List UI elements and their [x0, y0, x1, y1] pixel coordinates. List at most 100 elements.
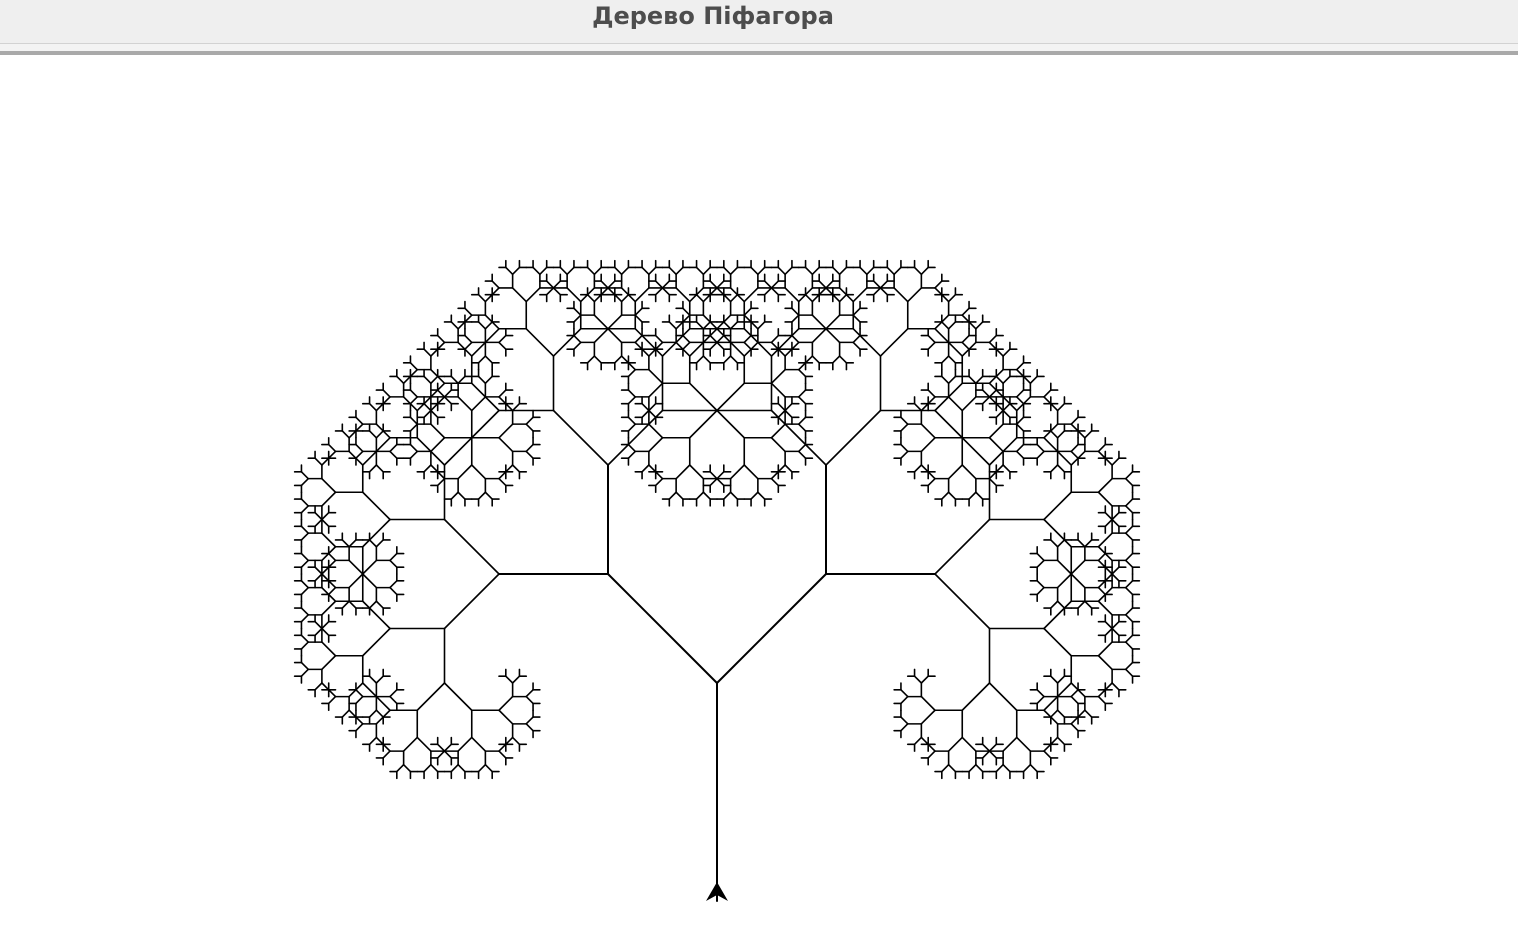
tree-branch [430, 464, 439, 473]
tree-branch [620, 293, 630, 303]
tree-branch [1050, 736, 1059, 746]
tree-branch [1050, 430, 1059, 439]
tree-branch [1043, 709, 1059, 725]
tree-branch [1043, 600, 1073, 630]
tree-branch [716, 341, 725, 351]
tree-branch [389, 695, 398, 705]
tree-branch [934, 327, 950, 344]
tree-branch [559, 266, 568, 276]
tree-branch [573, 341, 582, 350]
tree-branch [1111, 457, 1120, 466]
tree-branch [484, 763, 493, 773]
tree-branch [872, 280, 882, 289]
tree-branch [961, 334, 970, 344]
tree-branch [832, 293, 841, 303]
tree-branch [341, 539, 350, 548]
tree-branch [1097, 689, 1107, 698]
tree-branch [1015, 368, 1025, 378]
tree-branch [1111, 682, 1120, 691]
tree-branch [361, 491, 391, 521]
tree-branch [961, 736, 977, 752]
tree-branch [920, 675, 929, 684]
tree-branch [1111, 620, 1120, 630]
tree-branch [682, 334, 691, 344]
tree-branch [920, 266, 929, 276]
tree-branch [1124, 661, 1134, 671]
tree-branch [389, 443, 398, 453]
tree-branch [675, 491, 684, 500]
tree-branch [525, 689, 534, 698]
tree-branch [464, 307, 473, 316]
tree-branch [525, 416, 534, 425]
tree-branch [586, 266, 596, 276]
tree-branch [620, 287, 637, 303]
tree-branch [695, 355, 705, 364]
tree-branch [988, 743, 998, 752]
tree-branch [348, 682, 364, 698]
tree-branch [654, 280, 664, 289]
tree-branch [818, 280, 827, 289]
tree-branch [314, 620, 323, 630]
tree-branch [355, 695, 364, 705]
tree-branch [825, 409, 882, 466]
tree-branch [770, 368, 786, 385]
tree-branch [1002, 348, 1011, 357]
tree-branch [995, 375, 1004, 385]
tree-branch [436, 396, 446, 405]
tree-branch [341, 709, 350, 718]
tree-branch [702, 293, 711, 303]
tree-branch [770, 423, 786, 439]
tree-branch [1097, 552, 1107, 562]
tree-branch [348, 600, 357, 609]
tree-branch [321, 545, 337, 562]
tree-branch [525, 443, 534, 453]
tree-branch [770, 341, 780, 351]
tree-branch [797, 368, 807, 378]
tree-branch [716, 280, 725, 289]
tree-branch [505, 266, 514, 276]
tree-branch [709, 477, 718, 487]
tree-branch [947, 736, 964, 752]
tree-branch [981, 396, 991, 405]
tree-branch [947, 763, 957, 773]
tree-branch [634, 334, 643, 344]
drawing-canvas[interactable] [0, 55, 1518, 950]
tree-branch [389, 559, 398, 568]
tree-branch [470, 341, 487, 357]
tree-branch [947, 491, 957, 500]
tree-branch [321, 600, 337, 616]
tree-branch [961, 396, 977, 412]
tree-branch [300, 552, 310, 562]
tree-branch [1050, 464, 1059, 473]
tree-branch [396, 375, 405, 385]
tree-branch [791, 341, 800, 350]
tree-branch [586, 293, 596, 303]
tree-branch [525, 287, 541, 303]
tree-branch [511, 266, 521, 276]
tree-branch [382, 750, 391, 759]
tree-branch [375, 402, 385, 412]
tree-branch [1124, 634, 1134, 643]
tree-branch [566, 266, 575, 276]
tree-branch [498, 695, 514, 712]
tree-branch [1043, 389, 1052, 398]
tree-branch [900, 416, 909, 425]
tree-branch [832, 355, 841, 364]
tree-branch [688, 341, 705, 357]
tree-branch [443, 573, 500, 630]
tree-branch [1043, 743, 1052, 752]
tree-branch [1097, 580, 1107, 589]
title-bar[interactable]: Дерево Піфагора [0, 0, 1518, 44]
tree-branch [879, 327, 909, 357]
tree-branch [743, 341, 759, 357]
tree-branch [927, 750, 936, 759]
tree-branch [477, 763, 487, 773]
tree-branch [1084, 430, 1093, 439]
tree-branch [920, 464, 929, 473]
tree-branch [723, 355, 732, 364]
tree-branch [695, 321, 705, 330]
tree-branch [934, 280, 943, 289]
tree-branch [607, 280, 616, 289]
tree-branch [981, 750, 991, 759]
tree-branch [464, 334, 473, 344]
